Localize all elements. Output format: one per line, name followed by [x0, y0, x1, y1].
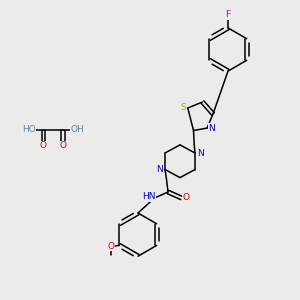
- Text: N: N: [208, 124, 215, 133]
- Text: F: F: [225, 10, 231, 19]
- Text: HN: HN: [142, 192, 156, 201]
- Text: O: O: [59, 141, 67, 150]
- Text: O: O: [40, 141, 47, 150]
- Text: O: O: [183, 194, 190, 202]
- Text: O: O: [108, 242, 115, 251]
- Text: N: N: [197, 148, 204, 158]
- Text: HO: HO: [22, 125, 36, 134]
- Text: N: N: [156, 165, 163, 174]
- Text: S: S: [180, 103, 186, 112]
- Text: OH: OH: [71, 125, 85, 134]
